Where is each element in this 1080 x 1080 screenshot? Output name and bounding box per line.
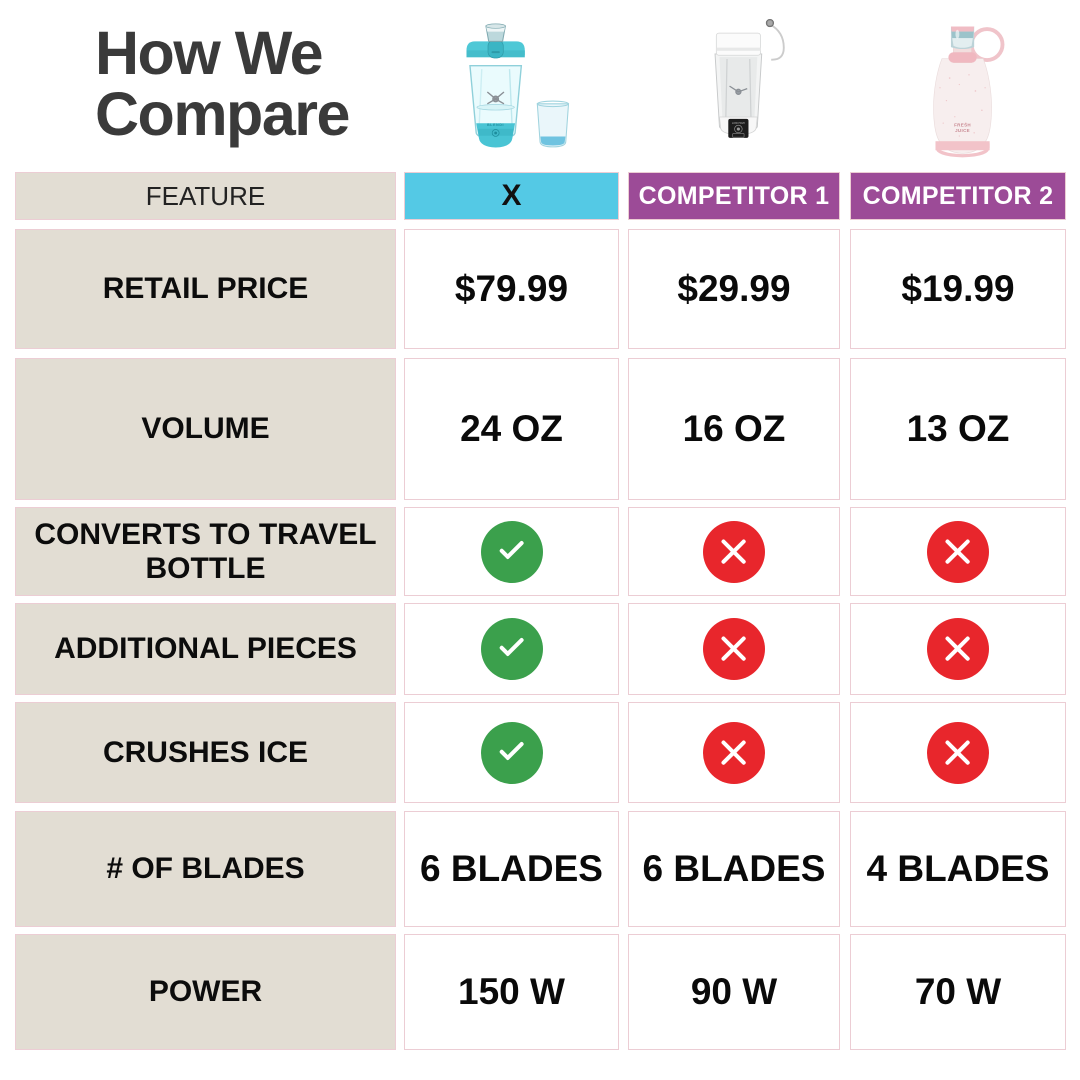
svg-text:BLENDI: BLENDI [487, 123, 504, 127]
svg-text:FRESH: FRESH [954, 122, 971, 127]
svg-text:LOW HIGH: LOW HIGH [732, 122, 745, 125]
svg-text:JUICE: JUICE [955, 128, 970, 133]
